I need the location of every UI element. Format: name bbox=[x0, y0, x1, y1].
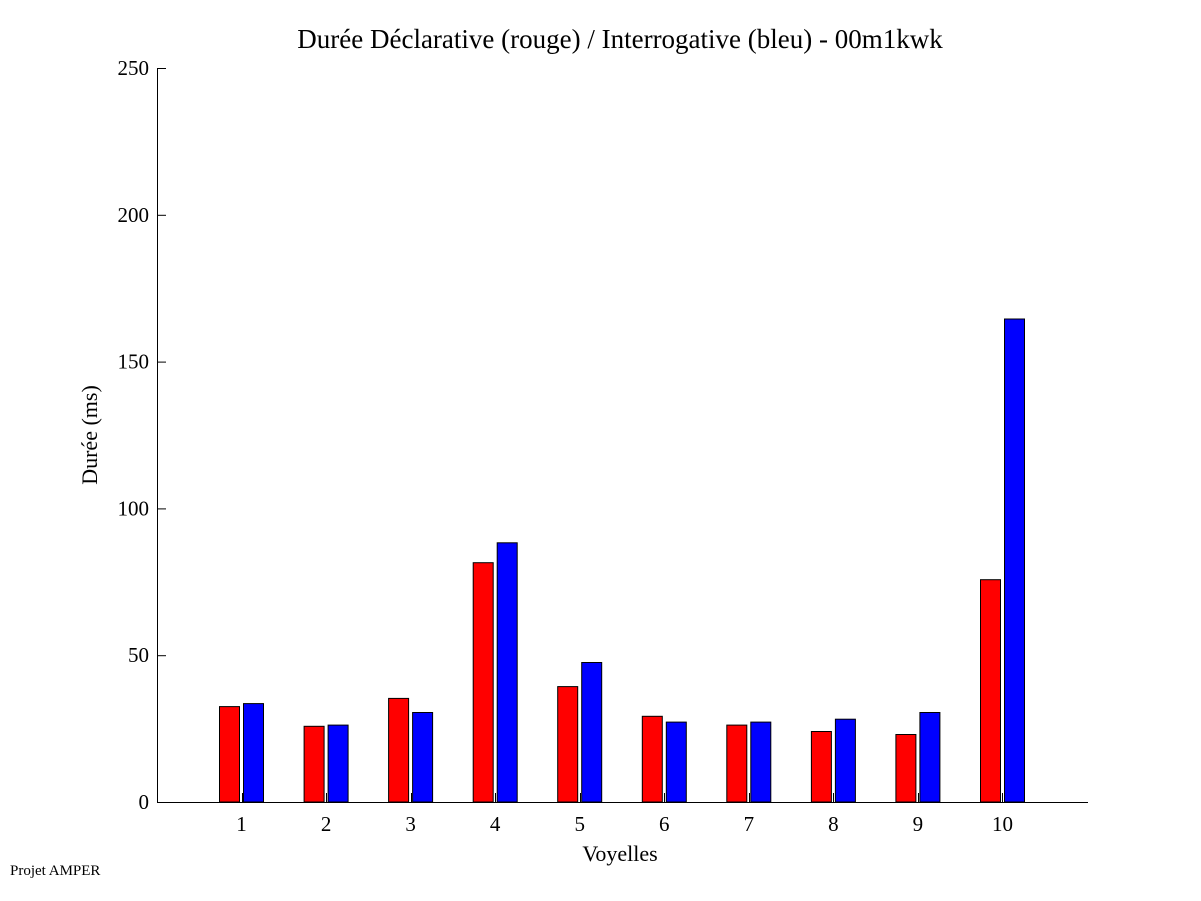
x-tick-label-1: 1 bbox=[236, 812, 247, 836]
bar-series1-cat3 bbox=[388, 697, 410, 803]
bar-series2-cat1 bbox=[243, 703, 264, 803]
x-tick-label-5: 5 bbox=[574, 812, 585, 836]
bar-series1-cat2 bbox=[303, 725, 325, 803]
y-tick-label-100: 100 bbox=[118, 496, 150, 520]
bar-series1-cat6 bbox=[641, 715, 663, 803]
x-tick-label-4: 4 bbox=[490, 812, 501, 836]
x-tick-label-10: 10 bbox=[992, 812, 1013, 836]
y-axis-label: Durée (ms) bbox=[77, 385, 102, 485]
y-tick-label-250: 250 bbox=[118, 56, 150, 80]
footer-credit: Projet AMPER bbox=[10, 863, 101, 879]
bar-series1-cat10 bbox=[980, 579, 1001, 803]
x-tick-label-2: 2 bbox=[321, 812, 332, 836]
bar-series1-cat4 bbox=[472, 562, 494, 803]
bar-series2-cat7 bbox=[750, 721, 772, 803]
x-tick-label-7: 7 bbox=[744, 812, 755, 836]
y-tick-label-0: 0 bbox=[139, 790, 150, 814]
bar-series1-cat8 bbox=[810, 731, 832, 803]
x-axis-label: Voyelles bbox=[582, 841, 657, 866]
bars-group bbox=[219, 318, 1025, 803]
bar-series2-cat5 bbox=[581, 662, 603, 803]
bar-series1-cat1 bbox=[219, 706, 240, 803]
bar-series1-cat7 bbox=[726, 724, 748, 803]
y-tick-label-200: 200 bbox=[118, 203, 150, 227]
bar-series2-cat8 bbox=[834, 718, 856, 803]
bar-series2-cat2 bbox=[327, 724, 349, 803]
x-tick-label-6: 6 bbox=[659, 812, 670, 836]
x-tick-label-3: 3 bbox=[405, 812, 416, 836]
bar-series2-cat3 bbox=[412, 712, 434, 803]
chart-title: Durée Déclarative (rouge) / Interrogativ… bbox=[297, 24, 943, 54]
axes-group bbox=[157, 68, 1088, 803]
y-tick-label-50: 50 bbox=[128, 643, 149, 667]
bar-series2-cat6 bbox=[665, 721, 687, 803]
bar-series2-cat10 bbox=[1004, 318, 1025, 803]
bar-series2-cat9 bbox=[919, 712, 941, 803]
ticks-group: 0 50 100 150 200 250 1 2 3 4 5 6 7 8 9 10 bbox=[118, 56, 1013, 836]
y-tick-label-150: 150 bbox=[118, 350, 150, 374]
bar-series1-cat9 bbox=[895, 734, 917, 803]
bar-series1-cat5 bbox=[557, 686, 579, 803]
x-tick-label-8: 8 bbox=[828, 812, 839, 836]
x-tick-label-9: 9 bbox=[913, 812, 924, 836]
bar-series2-cat4 bbox=[496, 542, 518, 803]
